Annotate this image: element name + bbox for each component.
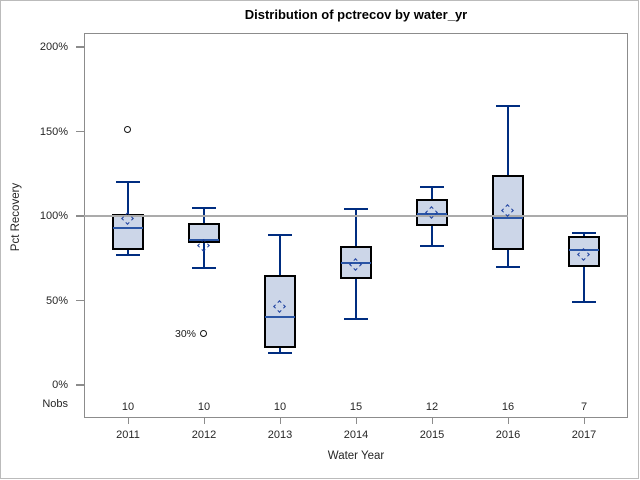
nobs-row-label: Nobs — [42, 398, 68, 410]
y-axis-title: Pct Recovery — [10, 182, 22, 252]
x-axis-title: Water Year — [327, 450, 385, 462]
reference-line-100pct — [84, 215, 628, 217]
plot-area — [84, 33, 628, 418]
chart-title: Distribution of pctrecov by water_yr — [244, 7, 468, 22]
